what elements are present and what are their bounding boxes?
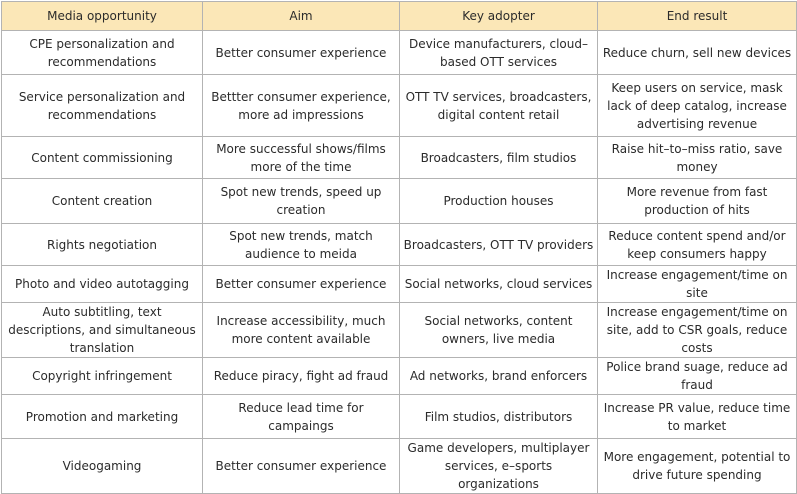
- cell-media-opportunity: Photo and video autotagging: [1, 265, 203, 303]
- cell-end-result: More revenue from fast production of hit…: [597, 178, 797, 224]
- table-row: Promotion and marketing Reduce lead time…: [1, 394, 797, 439]
- cell-media-opportunity: Promotion and marketing: [1, 394, 203, 439]
- cell-media-opportunity: Copyright infringement: [1, 357, 203, 395]
- header-end-result: End result: [597, 1, 797, 31]
- cell-media-opportunity: Rights negotiation: [1, 223, 203, 266]
- table-row: Service personalization and recommendati…: [1, 74, 797, 137]
- cell-aim: Better consumer experience: [202, 30, 400, 75]
- cell-end-result: Reduce churn, sell new devices: [597, 30, 797, 75]
- cell-media-opportunity: Service personalization and recommendati…: [1, 74, 203, 137]
- header-row: Media opportunity Aim Key adopter End re…: [1, 1, 797, 31]
- cell-key-adopter: OTT TV services, broadcasters, digital c…: [399, 74, 598, 137]
- cell-media-opportunity: Content commissioning: [1, 136, 203, 179]
- cell-end-result: Police brand suage, reduce ad fraud: [597, 357, 797, 395]
- cell-key-adopter: Social networks, content owners, live me…: [399, 302, 598, 358]
- cell-aim: Better consumer experience: [202, 438, 400, 494]
- header-media-opportunity: Media opportunity: [1, 1, 203, 31]
- cell-end-result: Raise hit–to–miss ratio, save money: [597, 136, 797, 179]
- cell-key-adopter: Film studios, distributors: [399, 394, 598, 439]
- cell-key-adopter: Broadcasters, OTT TV providers: [399, 223, 598, 266]
- cell-aim: Reduce piracy, fight ad fraud: [202, 357, 400, 395]
- cell-media-opportunity: Auto subtitling, text descriptions, and …: [1, 302, 203, 358]
- table-row: Auto subtitling, text descriptions, and …: [1, 302, 797, 358]
- cell-end-result: Increase engagement/time on site, add to…: [597, 302, 797, 358]
- cell-key-adopter: Ad networks, brand enforcers: [399, 357, 598, 395]
- cell-aim: Bettter consumer experience, more ad imp…: [202, 74, 400, 137]
- header-key-adopter: Key adopter: [399, 1, 598, 31]
- table-row: Rights negotiation Spot new trends, matc…: [1, 223, 797, 266]
- table-row: Photo and video autotagging Better consu…: [1, 265, 797, 303]
- cell-aim: More successful shows/films more of the …: [202, 136, 400, 179]
- cell-key-adopter: Game developers, multiplayer services, e…: [399, 438, 598, 494]
- cell-media-opportunity: Videogaming: [1, 438, 203, 494]
- cell-key-adopter: Broadcasters, film studios: [399, 136, 598, 179]
- cell-media-opportunity: CPE personalization and recommendations: [1, 30, 203, 75]
- header-aim: Aim: [202, 1, 400, 31]
- cell-key-adopter: Device manufacturers, cloud–based OTT se…: [399, 30, 598, 75]
- cell-key-adopter: Social networks, cloud services: [399, 265, 598, 303]
- cell-end-result: More engagement, potential to drive futu…: [597, 438, 797, 494]
- cell-aim: Better consumer experience: [202, 265, 400, 303]
- table-row: Content commissioning More successful sh…: [1, 136, 797, 179]
- cell-media-opportunity: Content creation: [1, 178, 203, 224]
- cell-aim: Reduce lead time for campaings: [202, 394, 400, 439]
- table-row: Content creation Spot new trends, speed …: [1, 178, 797, 224]
- table-row: CPE personalization and recommendations …: [1, 30, 797, 75]
- cell-key-adopter: Production houses: [399, 178, 598, 224]
- cell-end-result: Reduce content spend and/or keep consume…: [597, 223, 797, 266]
- cell-end-result: Increase engagement/time on site: [597, 265, 797, 303]
- cell-end-result: Keep users on service, mask lack of deep…: [597, 74, 797, 137]
- cell-aim: Increase accessibility, much more conten…: [202, 302, 400, 358]
- cell-aim: Spot new trends, speed up creation: [202, 178, 400, 224]
- cell-end-result: Increase PR value, reduce time to market: [597, 394, 797, 439]
- table-row: Videogaming Better consumer experience G…: [1, 438, 797, 494]
- table-row: Copyright infringement Reduce piracy, fi…: [1, 357, 797, 395]
- cell-aim: Spot new trends, match audience to meida: [202, 223, 400, 266]
